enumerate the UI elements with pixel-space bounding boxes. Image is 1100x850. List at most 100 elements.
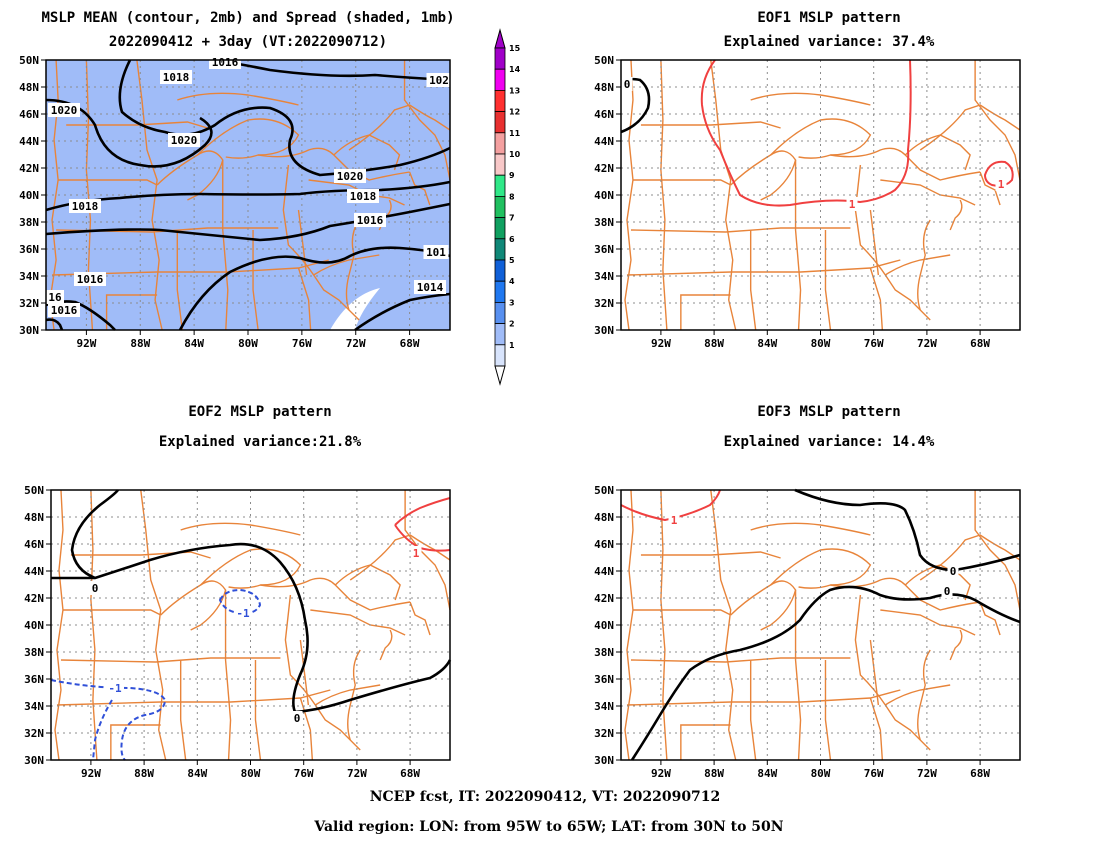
- state-borders: [625, 60, 1020, 330]
- y-tick-label: 32N: [19, 297, 39, 310]
- state-border-line: [177, 230, 182, 330]
- y-tick-label: 38N: [594, 646, 614, 659]
- y-tick-label: 30N: [594, 754, 614, 767]
- y-tick-label: 30N: [19, 324, 39, 337]
- state-border-line: [255, 660, 260, 760]
- state-border-line: [157, 151, 223, 200]
- state-border-line: [226, 590, 231, 760]
- state-border-line: [870, 210, 878, 275]
- panel3-title-line2: Explained variance:21.8%: [158, 434, 362, 450]
- state-border-line: [641, 122, 781, 128]
- state-border-line: [314, 255, 380, 275]
- contour-label: 1014: [417, 281, 444, 294]
- colorbar-swatch: [494, 280, 506, 303]
- y-tick-label: 32N: [24, 727, 44, 740]
- colorbar-label: 7: [509, 214, 515, 223]
- contour-label-bg: [347, 189, 379, 203]
- colorbar-swatch: [494, 68, 506, 91]
- contour-label: 0: [950, 565, 957, 578]
- spread-gap: [330, 288, 380, 330]
- contour-label: 1: [671, 514, 678, 527]
- x-tick-label: 92W: [81, 767, 101, 780]
- colorbar-label: 9: [509, 171, 515, 180]
- panel1-axes: 92W 88W 84W 80W 76W 72W 68W 50N 48N 46N 44N 42N 40N 3…: [19, 54, 420, 350]
- state-border-line: [181, 523, 301, 535]
- state-border-line: [141, 490, 166, 760]
- state-border-line: [681, 725, 731, 760]
- state-borders: [625, 490, 1020, 760]
- y-tick-label: 46N: [24, 538, 44, 551]
- state-border-line: [975, 490, 1020, 610]
- state-border-line: [410, 602, 430, 635]
- x-tick-label: 72W: [917, 337, 937, 350]
- contour-label: 1: [849, 198, 856, 211]
- state-border-line: [71, 552, 211, 558]
- contour-label-bg: [621, 77, 633, 91]
- y-tick-label: 36N: [594, 673, 614, 686]
- state-border-line: [731, 581, 796, 630]
- state-border-line: [348, 650, 360, 740]
- panel2-map: 0 1 1 92W 88W 84W 80W 76W 72W 68W 50N 48N 46N 44N 42N…: [594, 54, 1021, 350]
- y-tick-label: 44N: [594, 135, 614, 148]
- colorbar-label: 14: [509, 65, 521, 74]
- contour-label-bg: [234, 606, 252, 620]
- state-border-line: [918, 220, 930, 310]
- x-tick-label: 92W: [651, 767, 671, 780]
- contour-label: 1020: [171, 134, 198, 147]
- contour-label-bg: [106, 681, 124, 695]
- contour-label: 101: [426, 246, 446, 259]
- contour-label-bg: [846, 197, 858, 211]
- grid-lines: [621, 60, 1020, 330]
- eof3-contours: [620, 488, 1021, 761]
- contour-label: 0: [624, 78, 631, 91]
- grid-lines: [621, 490, 1020, 760]
- state-border-line: [711, 60, 736, 330]
- state-border-line: [299, 268, 311, 330]
- state-border-line: [771, 119, 871, 158]
- colorbar-swatch: [494, 111, 506, 134]
- state-border-line: [315, 685, 380, 705]
- state-border-line: [855, 165, 930, 320]
- colorbar-label: 13: [509, 86, 520, 95]
- state-border-line: [661, 60, 667, 330]
- grid-lines: [51, 490, 450, 760]
- panel3-title-line1: EOF2 MSLP pattern: [188, 404, 332, 420]
- state-border-line: [751, 660, 756, 760]
- state-border-line: [796, 590, 801, 760]
- x-tick-label: 76W: [864, 337, 884, 350]
- colorbar-label: 4: [509, 277, 515, 286]
- colorbar-swatch: [494, 301, 506, 324]
- state-border-line: [631, 228, 850, 232]
- state-border-line: [980, 602, 1000, 635]
- state-border-line: [950, 630, 962, 660]
- state-border-line: [380, 630, 392, 660]
- x-tick-label: 72W: [346, 337, 366, 350]
- y-tick-label: 30N: [24, 754, 44, 767]
- state-border-line: [830, 148, 980, 180]
- contour-label-bg: [46, 290, 64, 304]
- panel2-title-line1: EOF1 MSLP pattern: [757, 10, 901, 26]
- state-border-line: [111, 725, 161, 760]
- footer-line2: Valid region: LON: from 95W to 65W; LAT:…: [314, 819, 784, 835]
- x-tick-label: 68W: [400, 767, 420, 780]
- contour-label-bg: [426, 73, 452, 87]
- x-tick-label: 68W: [970, 337, 990, 350]
- contour-label: 0: [92, 582, 99, 595]
- contour-label: 102: [429, 74, 449, 87]
- state-border-line: [625, 490, 633, 760]
- x-tick-label: 88W: [704, 337, 724, 350]
- colorbar-swatch: [494, 259, 506, 282]
- contour-label-bg: [947, 564, 959, 578]
- mean-contours: [45, 58, 451, 332]
- contour-label-bg: [941, 584, 953, 598]
- y-tick-label: 48N: [594, 511, 614, 524]
- contour-label: 1020: [51, 104, 78, 117]
- y-tick-label: 42N: [19, 162, 39, 175]
- state-border-line: [63, 610, 161, 615]
- contour-label: 1018: [72, 200, 99, 213]
- state-border-line: [751, 230, 756, 330]
- x-tick-label: 76W: [864, 767, 884, 780]
- contour-label-bg: [291, 711, 303, 725]
- state-border-line: [201, 549, 301, 588]
